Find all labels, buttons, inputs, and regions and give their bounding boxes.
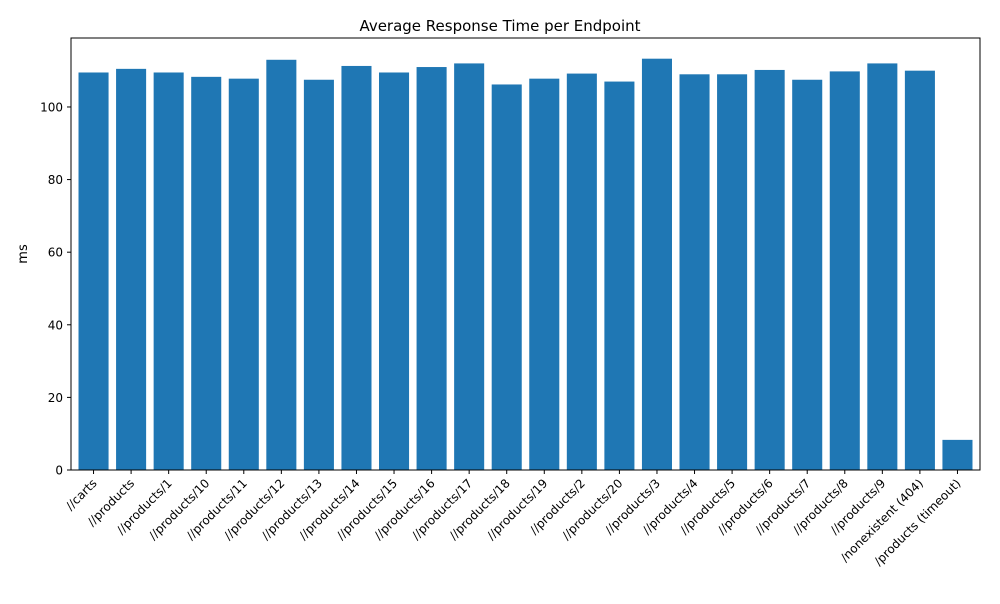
bars-group [78, 58, 973, 471]
bar [116, 68, 147, 470]
bar [679, 74, 710, 470]
bar [829, 71, 860, 471]
chart-title: Average Response Time per Endpoint [359, 17, 640, 35]
x-tick-label: //carts [63, 476, 100, 513]
bar [303, 79, 334, 471]
y-axis: 0 20 40 60 80 100 [40, 100, 71, 478]
bar [454, 63, 485, 470]
bar [867, 63, 898, 470]
x-axis: //carts//products//products/1//products/… [63, 470, 964, 568]
bar [191, 76, 222, 471]
y-tick-label: 20 [48, 391, 63, 405]
bar [416, 67, 447, 470]
bar [491, 84, 522, 470]
bar [228, 78, 259, 471]
bar [754, 69, 785, 470]
bar [78, 72, 109, 470]
y-tick-label: 80 [48, 173, 63, 187]
y-axis-label: ms [16, 244, 31, 264]
bar [341, 65, 372, 470]
bar [266, 59, 297, 470]
bar [153, 72, 184, 470]
y-tick-label: 0 [55, 464, 63, 478]
bar [529, 78, 560, 471]
bar [604, 81, 635, 471]
plot-frame [70, 37, 981, 471]
bar [904, 70, 935, 470]
y-tick-label: 40 [48, 318, 63, 332]
y-tick-label: 60 [48, 246, 63, 260]
y-tick-label: 100 [40, 100, 63, 114]
bar [379, 72, 410, 470]
bar [641, 58, 672, 470]
bar [792, 79, 823, 471]
bar [566, 73, 597, 470]
bar [717, 74, 748, 470]
bar [942, 439, 973, 470]
